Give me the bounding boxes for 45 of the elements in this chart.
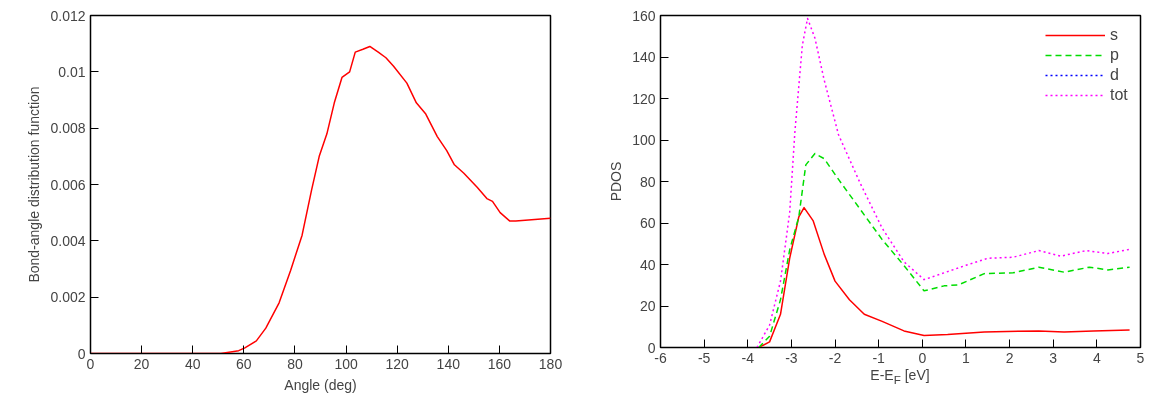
y-tick-label: 40 (639, 256, 656, 273)
x-tick-label: 0 (918, 349, 927, 366)
x-tick-label: 3 (1049, 349, 1058, 366)
x-tick-label: 20 (133, 355, 150, 372)
y-tick-label: 80 (639, 173, 656, 190)
legend-label: d (1110, 66, 1120, 84)
x-tick-label: 140 (436, 355, 461, 372)
x-tick-label: -4 (741, 349, 755, 366)
x-axis-title: E-E$_{F}$ [eV] (870, 366, 930, 388)
legend-label: p (1110, 46, 1120, 64)
x-tick-label: 1 (962, 349, 971, 366)
x-tick-label: -1 (872, 349, 886, 366)
x-tick-label: 60 (236, 355, 252, 372)
x-tick-label: 80 (287, 355, 303, 372)
legend-label: s (1110, 26, 1119, 44)
y-tick-label: 0.012 (50, 7, 86, 24)
y-tick-label: 120 (632, 90, 656, 107)
y-tick-label: 160 (632, 7, 656, 24)
x-tick-label: 160 (487, 355, 512, 372)
legend-label: tot (1110, 86, 1129, 104)
x-tick-label: 180 (538, 355, 563, 372)
x-tick-label: -5 (697, 349, 711, 366)
x-tick-label: -6 (654, 349, 667, 366)
x-tick-label: 2 (1005, 349, 1014, 366)
y-tick-label: 0.01 (58, 63, 86, 80)
x-tick-label: 5 (1136, 349, 1145, 366)
y-tick-label: 0.002 (50, 289, 86, 306)
x-tick-label: -3 (785, 349, 798, 366)
line-series (757, 152, 1131, 348)
x-axis-title: Angle (deg) (284, 376, 357, 393)
x-tick-label: 40 (184, 355, 201, 372)
y-tick-label: 140 (632, 49, 656, 65)
y-tick-label: 0.008 (50, 120, 86, 137)
line-series (756, 17, 1131, 348)
y-tick-label: 0.004 (50, 232, 86, 249)
x-tick-label: 120 (385, 355, 410, 372)
y-tick-label: 0.006 (50, 176, 86, 193)
x-tick-label: 4 (1092, 349, 1101, 366)
y-tick-label: 100 (632, 132, 656, 148)
y-tick-label: 60 (639, 215, 656, 231)
y-tick-label: 20 (639, 298, 656, 314)
y-axis-title: PDOS (608, 161, 625, 202)
y-axis-title: Bond-angle distribution function (26, 86, 43, 283)
x-tick-label: -2 (828, 349, 842, 366)
x-tick-label: 100 (334, 355, 358, 372)
